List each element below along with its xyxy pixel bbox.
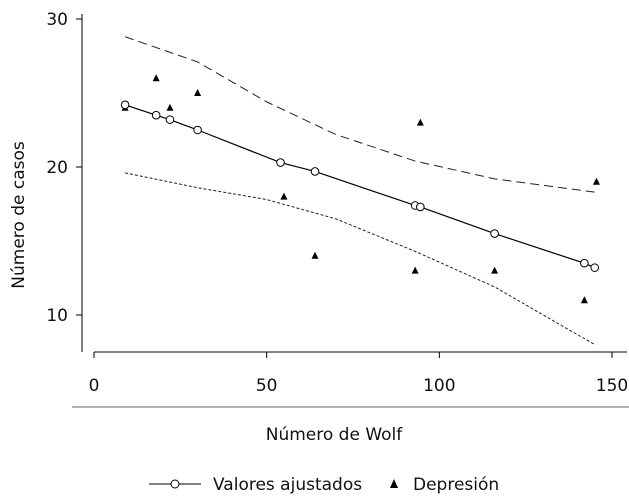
observed-point (411, 266, 419, 274)
observed-point (194, 89, 202, 96)
observed-point (416, 118, 424, 126)
observed-point (580, 296, 588, 304)
x-tick-label: 150 (596, 376, 628, 396)
observed-point (311, 251, 319, 259)
fitted-point (580, 258, 589, 268)
observed-point (491, 266, 499, 274)
fitted-point (193, 125, 202, 135)
fitted-point (120, 100, 130, 110)
fitted-point (165, 115, 175, 124)
ci-lower-line (124, 172, 595, 346)
x-tick-label: 50 (256, 376, 278, 396)
x-tick-label: 0 (89, 376, 100, 396)
fitted-point (590, 263, 600, 272)
fitted-point (310, 167, 320, 176)
fitted-point (151, 110, 161, 120)
y-axis-title: Número de casos (9, 141, 29, 289)
axes (72, 14, 629, 408)
observed-point (166, 103, 174, 111)
observed-point (280, 192, 288, 200)
x-tick-label: 100 (423, 376, 455, 396)
legend-fitted-marker (170, 479, 180, 489)
legend-observed-marker (390, 479, 398, 488)
y-tick-label: 10 (46, 306, 68, 326)
y-tick-label: 30 (46, 10, 68, 30)
legend-fitted-label: Valores ajustados (213, 475, 362, 495)
legend: Valores ajustados Depresión (149, 475, 499, 495)
ticks: 0 50 100 150 10 20 30 (46, 10, 628, 396)
y-tick-label: 20 (46, 158, 68, 178)
fitted-point (490, 229, 499, 238)
observed-point (592, 177, 600, 185)
fitted-point (276, 158, 285, 167)
legend-observed-label: Depresión (413, 475, 499, 495)
observed-point (152, 74, 160, 82)
x-axis-title: Número de Wolf (266, 425, 404, 445)
fitted-point (416, 202, 425, 212)
plot-area (120, 36, 600, 346)
ci-upper-line (124, 36, 595, 193)
